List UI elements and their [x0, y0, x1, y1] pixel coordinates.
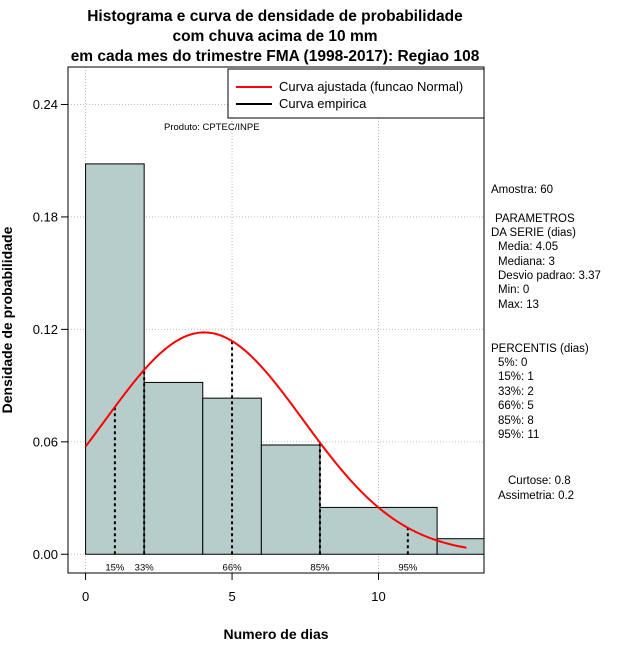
legend-label-empirical: Curva empirica	[279, 96, 367, 111]
legend-label-normal: Curva ajustada (funcao Normal)	[279, 79, 463, 94]
params-title-line-2: DA SERIE (dias)	[491, 227, 576, 239]
percentil-85: 85%: 8	[498, 415, 534, 427]
y-tick-label: 0.12	[33, 322, 58, 337]
param-max: Max: 13	[498, 299, 539, 311]
legend: Curva ajustada (funcao Normal) Curva emp…	[227, 68, 485, 119]
x-tick-label: 10	[371, 589, 385, 604]
x-tick-label: 5	[228, 589, 235, 604]
axes: 0 5 10 0.00 0.06 0.12 0.18 0.24	[33, 97, 386, 604]
param-mediana: Mediana: 3	[498, 256, 555, 268]
x-tick-label: 0	[82, 589, 89, 604]
percentile-lines: 15% 33% 66% 85% 95%	[105, 341, 418, 573]
assimetria: Assimetria: 0.2	[498, 490, 574, 502]
y-tick-label: 0.24	[33, 97, 58, 112]
histogram-bar	[260, 444, 321, 555]
stats-panel: Amostra: 60 PARAMETROS DA SERIE (dias) M…	[491, 184, 601, 502]
param-media: Media: 4.05	[498, 241, 558, 253]
chart-title-line-3: em cada mes do trimestre FMA (1998-2017)…	[71, 48, 480, 65]
y-axis-label: Densidade de probabilidade	[0, 226, 15, 413]
percentis-title: PERCENTIS (dias)	[491, 343, 589, 355]
params-title-line-1: PARAMETROS	[495, 213, 575, 225]
y-tick-label: 0.18	[33, 209, 58, 224]
normal-curve	[84, 331, 467, 549]
percentile-label: 95%	[398, 562, 418, 573]
normal-curve-layer	[84, 331, 467, 549]
percentil-33: 33%: 2	[498, 386, 534, 398]
histogram-bar	[85, 163, 145, 555]
histogram-bars	[85, 163, 485, 555]
y-tick-label: 0.00	[33, 547, 58, 562]
legend-box	[227, 68, 485, 119]
percentil-5: 5%: 0	[498, 357, 527, 369]
percentil-66: 66%: 5	[498, 400, 534, 412]
param-min: Min: 0	[498, 284, 529, 296]
sample-size: Amostra: 60	[491, 184, 553, 196]
percentile-label: 33%	[135, 562, 155, 573]
param-desvio: Desvio padrao: 3.37	[498, 270, 601, 282]
histogram-bar	[319, 506, 438, 555]
percentil-15: 15%: 1	[498, 371, 534, 383]
histogram-bar	[143, 381, 204, 555]
percentil-95: 95%: 11	[498, 429, 539, 441]
y-tick-label: 0.06	[33, 434, 58, 449]
percentile-label: 66%	[223, 562, 243, 573]
percentile-label: 85%	[310, 562, 330, 573]
curtose: Curtose: 0.8	[508, 475, 571, 487]
x-axis-label: Numero de dias	[223, 626, 328, 642]
credit-label: Produto: CPTEC/INPE	[164, 122, 260, 133]
chart-title-line-2: com chuva acima de 10 mm	[172, 28, 377, 45]
chart-title-line-1: Histograma e curva de densidade de proba…	[87, 8, 463, 25]
percentile-label: 15%	[105, 562, 125, 573]
